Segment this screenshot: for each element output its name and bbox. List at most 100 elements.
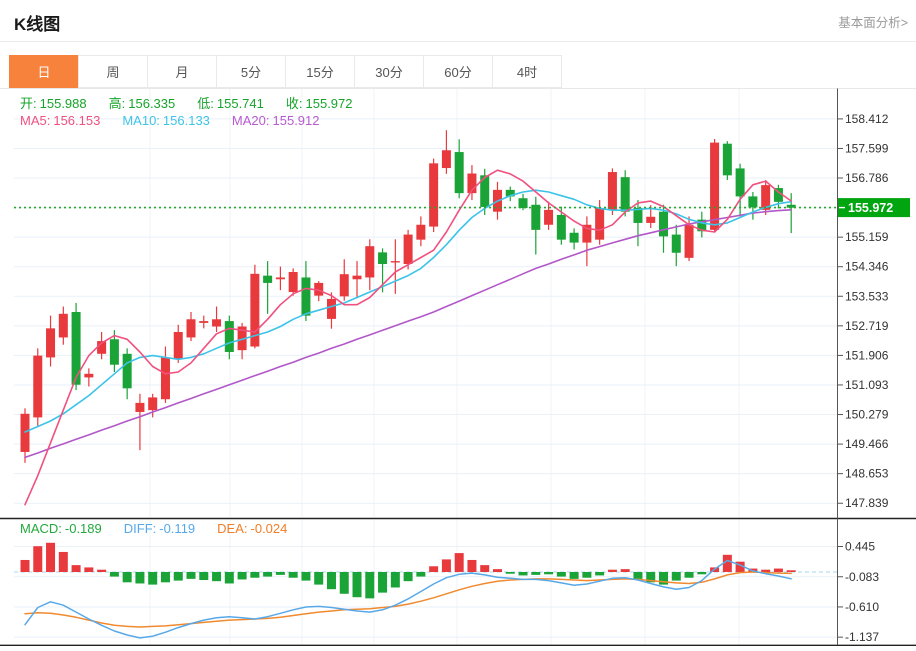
macd-bar: [71, 565, 81, 572]
candle: [582, 216, 592, 267]
y-axis-label: 151.906: [845, 348, 889, 362]
ohlc-close: 收: 155.972: [285, 96, 353, 111]
y-axis-label: 158.412: [845, 112, 889, 126]
macd-bar: [429, 566, 439, 572]
fundamental-analysis-link[interactable]: 基本面分析>: [838, 16, 908, 30]
macd-axis-label: -1.137: [845, 630, 879, 644]
candle: [263, 261, 273, 314]
candle: [467, 165, 477, 201]
macd-bar: [199, 572, 209, 581]
macd-bar: [416, 572, 426, 577]
y-axis-label: 152.719: [845, 319, 889, 333]
macd-bar: [595, 572, 605, 576]
tab-5min[interactable]: 5分: [216, 55, 286, 88]
candle: [212, 306, 222, 332]
dea-line: [24, 571, 792, 628]
macd-axis-label: -0.610: [845, 600, 879, 614]
macd-bar: [722, 554, 732, 572]
y-axis-label: 157.599: [845, 141, 889, 155]
macd-bar: [544, 572, 554, 575]
candle: [314, 281, 324, 302]
candle: [186, 311, 196, 342]
candle: [620, 170, 630, 217]
macd-bar: [659, 572, 668, 585]
y-axis-label: 147.839: [845, 496, 889, 510]
macd-bar: [441, 559, 451, 572]
candle: [148, 393, 158, 418]
macd-bar: [224, 572, 234, 584]
macd-bar: [569, 572, 579, 579]
macd-bar: [301, 572, 311, 581]
macd-axis-label: 0.445: [845, 540, 875, 554]
ma20-line: [24, 209, 793, 459]
candle: [607, 168, 617, 215]
y-axis-label: 151.093: [845, 378, 889, 392]
ma10-line: [24, 189, 793, 433]
macd-bar: [20, 559, 30, 572]
candle: [390, 239, 400, 294]
macd-bar: [773, 568, 783, 572]
macd-bar: [326, 572, 336, 590]
macd-bar: [148, 572, 158, 585]
macd-bar: [365, 572, 375, 599]
tab-month[interactable]: 月: [147, 55, 217, 88]
candle: [531, 196, 541, 255]
macd-bar: [109, 572, 119, 577]
candle: [173, 324, 183, 363]
macd-bar: [250, 572, 260, 578]
candle: [722, 141, 732, 181]
macd-bar: [186, 572, 196, 579]
macd-bar: [492, 569, 502, 572]
macd-bar: [352, 572, 362, 598]
candle: [339, 259, 349, 301]
candle: [275, 266, 285, 291]
macd-bar: [390, 572, 400, 588]
macd-macd: MACD: -0.189: [20, 521, 102, 536]
macd-bar: [122, 572, 132, 583]
y-axis-label: 155.159: [845, 230, 889, 244]
candle: [135, 393, 145, 451]
candle: [199, 315, 209, 329]
ma5-line: [24, 169, 793, 506]
candle: [710, 138, 720, 233]
macd-bar: [633, 572, 643, 579]
candle: [250, 264, 260, 349]
macd-bar: [620, 569, 630, 572]
macd-bar: [735, 561, 745, 572]
current-price-badge: 155.972: [838, 198, 910, 218]
macd-legend: MACD: -0.189 DIFF: -0.119 DEA: -0.024: [20, 521, 287, 536]
macd-bar: [237, 572, 247, 580]
candle: [352, 261, 362, 298]
macd-bar: [582, 572, 592, 578]
candle: [237, 322, 247, 360]
page-title: K线图: [14, 15, 61, 34]
tab-4hour[interactable]: 4时: [492, 55, 562, 88]
macd-bar: [33, 546, 43, 572]
candle: [518, 193, 528, 211]
macd-bar: [556, 572, 566, 577]
macd-bar: [684, 572, 694, 578]
tab-day[interactable]: 日: [9, 55, 79, 88]
macd-diff: DIFF: -0.119: [123, 521, 196, 536]
diff-line: [24, 559, 792, 639]
macd-bar: [212, 572, 222, 582]
ma-ma20: MA20: 155.912: [231, 113, 320, 128]
macd-bar: [786, 570, 796, 572]
candle: [569, 228, 579, 250]
tab-30min[interactable]: 30分: [354, 55, 424, 88]
y-axis-label: 148.653: [845, 467, 889, 481]
candle: [71, 302, 81, 391]
macd-bar: [697, 572, 707, 575]
y-axis-label: 153.533: [845, 289, 889, 303]
macd-axis-label: -0.083: [845, 570, 879, 584]
macd-bar: [454, 553, 464, 572]
tab-15min[interactable]: 15分: [285, 55, 355, 88]
macd-bar: [135, 572, 145, 584]
tab-week[interactable]: 周: [78, 55, 148, 88]
period-tabs: 日周月 5分 15分 30分 60分 4时: [9, 55, 562, 88]
macd-bar: [97, 569, 107, 572]
candle: [46, 315, 56, 367]
tab-60min[interactable]: 60分: [423, 55, 493, 88]
ma-ma5: MA5: 156.153: [20, 113, 101, 128]
